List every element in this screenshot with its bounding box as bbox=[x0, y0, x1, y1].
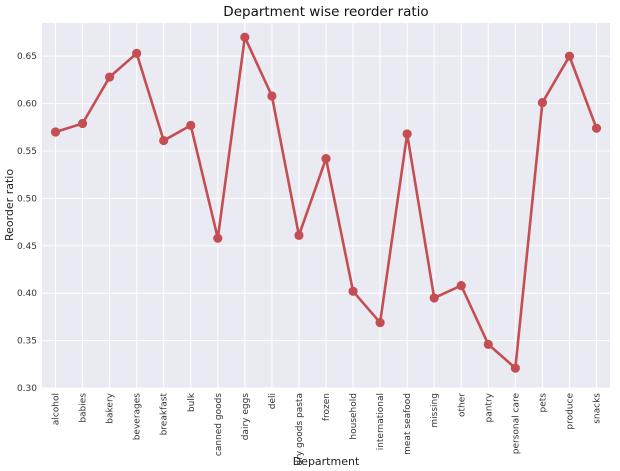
data-point bbox=[50, 127, 61, 137]
y-axis-title: Reorder ratio bbox=[3, 169, 16, 241]
x-tick-label: household bbox=[349, 393, 359, 440]
data-point bbox=[483, 339, 493, 349]
data-point bbox=[159, 135, 169, 146]
data-point bbox=[537, 98, 548, 108]
x-tick-label: personal care bbox=[511, 393, 521, 455]
x-tick-label: pets bbox=[538, 393, 548, 413]
x-tick-label: bulk bbox=[187, 392, 197, 412]
x-tick-label: frozen bbox=[322, 393, 332, 421]
data-point bbox=[105, 72, 115, 82]
x-axis-title: Department bbox=[293, 455, 360, 468]
y-tick-labels: 0.30 0.35 0.40 0.45 0.50 0.55 0.60 0.65 bbox=[17, 52, 37, 394]
data-point bbox=[321, 153, 331, 164]
data-point bbox=[77, 118, 88, 129]
data-point bbox=[213, 233, 223, 243]
data-points bbox=[50, 32, 602, 373]
data-point bbox=[186, 120, 196, 130]
x-tick-label: beverages bbox=[133, 393, 143, 441]
y-tick-label: 0.50 bbox=[17, 194, 37, 204]
x-tick-label: canned goods bbox=[214, 393, 224, 456]
x-tick-label: deli bbox=[268, 393, 278, 409]
x-tick-label: pantry bbox=[484, 392, 494, 422]
data-point bbox=[510, 363, 520, 373]
data-point bbox=[294, 230, 304, 240]
data-point bbox=[456, 281, 466, 291]
x-tick-labels: alcohol babies bakery beverages breakfast bul… bbox=[52, 392, 603, 465]
x-tick-label: other bbox=[457, 393, 467, 417]
x-tick-label: missing bbox=[430, 393, 440, 428]
x-tick-label: dry goods pasta bbox=[295, 393, 305, 466]
data-point bbox=[267, 91, 277, 101]
y-tick-label: 0.65 bbox=[17, 52, 37, 62]
data-point bbox=[132, 48, 142, 58]
x-tick-label: alcohol bbox=[52, 393, 62, 425]
x-tick-label: babies bbox=[79, 393, 89, 423]
data-point bbox=[348, 286, 358, 296]
x-tick-label: bakery bbox=[106, 392, 116, 423]
y-tick-label: 0.35 bbox=[17, 337, 37, 347]
x-tick-label: meat seafood bbox=[403, 393, 413, 455]
y-tick-label: 0.55 bbox=[17, 147, 37, 157]
data-point bbox=[240, 32, 250, 42]
x-tick-label: snacks bbox=[593, 393, 603, 424]
data-point bbox=[375, 317, 385, 328]
y-tick-label: 0.40 bbox=[17, 289, 37, 299]
data-point bbox=[429, 293, 439, 303]
x-tick-label: produce bbox=[565, 393, 575, 430]
y-tick-label: 0.45 bbox=[17, 242, 37, 252]
chart-title: Department wise reorder ratio bbox=[223, 4, 428, 20]
data-point bbox=[591, 123, 602, 133]
x-tick-label: international bbox=[376, 393, 386, 450]
y-tick-label: 0.30 bbox=[17, 384, 37, 394]
x-tick-label: breakfast bbox=[160, 393, 170, 436]
x-tick-label: dairy eggs bbox=[241, 393, 251, 441]
data-point bbox=[564, 51, 575, 61]
data-point bbox=[402, 129, 412, 139]
y-tick-label: 0.60 bbox=[17, 100, 37, 110]
